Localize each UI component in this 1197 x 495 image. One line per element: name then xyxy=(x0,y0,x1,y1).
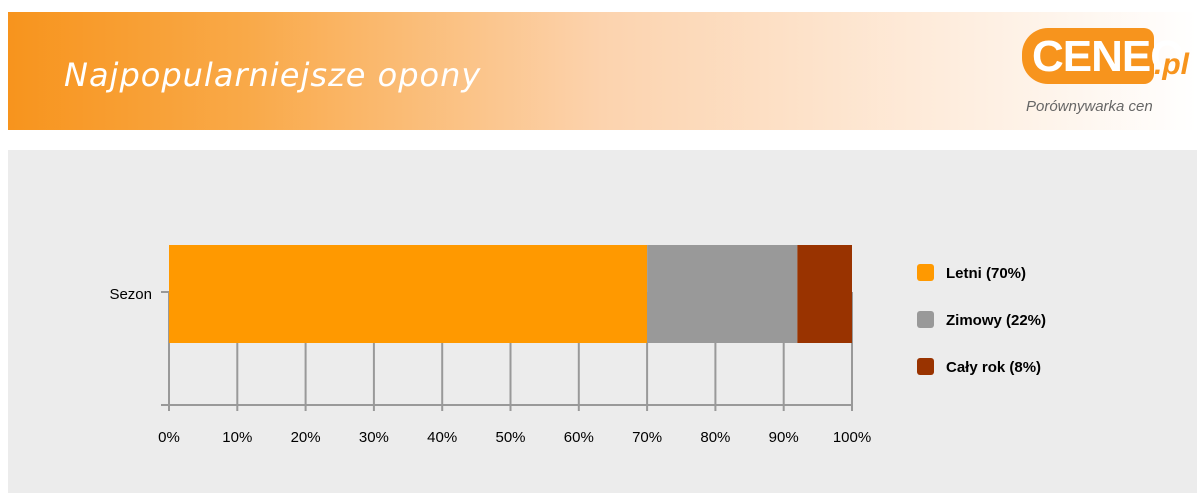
ceneo-logo[interactable]: CENEO .pl Porównywarka cen xyxy=(1022,28,1197,124)
legend-swatch xyxy=(917,311,934,328)
x-tick-label: 40% xyxy=(427,429,457,446)
legend-label: Zimowy (22%) xyxy=(946,312,1046,329)
legend-swatch xyxy=(917,358,934,375)
page-title: Najpopularniejsze opony xyxy=(64,56,482,94)
logo-badge: CENEO xyxy=(1022,28,1184,84)
bar-segment-2 xyxy=(797,245,852,343)
x-tick-label: 0% xyxy=(158,429,180,446)
logo-suffix: .pl xyxy=(1154,48,1189,81)
x-tick-label: 30% xyxy=(359,429,389,446)
header-banner: Najpopularniejsze opony xyxy=(8,12,1197,130)
bar-segment-0 xyxy=(169,245,648,343)
logo-tagline: Porównywarka cen xyxy=(1026,98,1153,115)
legend-swatch xyxy=(917,264,934,281)
x-tick-label: 100% xyxy=(833,429,871,446)
x-tick-label: 90% xyxy=(769,429,799,446)
category-label: Sezon xyxy=(109,286,152,303)
x-tick-label: 10% xyxy=(222,429,252,446)
legend-label: Cały rok (8%) xyxy=(946,359,1041,376)
bar-segment-1 xyxy=(647,245,798,343)
logo-brand: CENEO xyxy=(1032,32,1184,81)
x-tick-label: 20% xyxy=(291,429,321,446)
x-tick-label: 50% xyxy=(495,429,525,446)
legend-label: Letni (70%) xyxy=(946,265,1026,282)
x-tick-label: 60% xyxy=(564,429,594,446)
x-tick-label: 70% xyxy=(632,429,662,446)
x-tick-label: 80% xyxy=(700,429,730,446)
